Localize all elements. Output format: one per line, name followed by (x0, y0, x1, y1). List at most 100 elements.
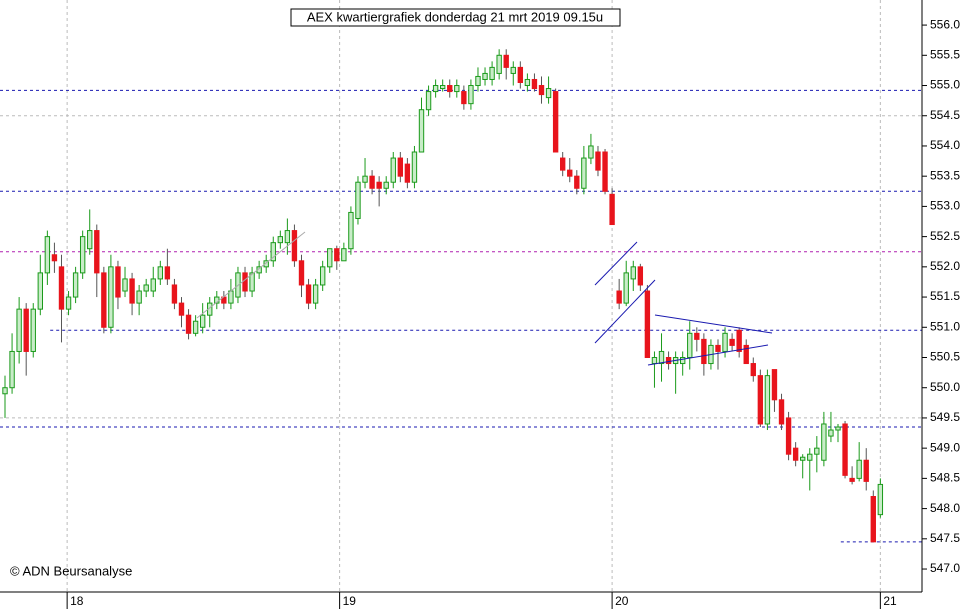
candle-body (171, 284, 178, 304)
candle-body (461, 91, 467, 105)
candle-body (284, 230, 291, 244)
candle-body (609, 193, 615, 226)
candle-body (510, 66, 516, 74)
credit: © ADN Beursanalyse (10, 563, 132, 578)
candle-body (23, 308, 29, 352)
trend-lines (196, 231, 773, 366)
candle-body (16, 308, 22, 352)
candle-body (327, 248, 333, 268)
y-tick-label: 551.5 (930, 289, 960, 303)
candle-body (545, 88, 552, 99)
y-tick-label: 554.0 (930, 138, 960, 152)
candle-body (574, 175, 580, 189)
candle-body (37, 272, 43, 310)
candle-body (115, 266, 121, 298)
candle-body (856, 459, 862, 479)
candle-body (199, 314, 206, 328)
candle-body (418, 109, 425, 153)
candle-body (651, 356, 658, 365)
candle-body (785, 417, 792, 455)
candle-body (383, 181, 389, 189)
candle-body (291, 230, 298, 262)
candle-body (496, 54, 502, 74)
candle-body (376, 181, 382, 189)
chart-title: AEX kwartiergrafiek donderdag 21 mrt 201… (307, 9, 603, 24)
candle-body (736, 329, 742, 352)
trend-line (594, 241, 638, 286)
candle-body (72, 272, 79, 298)
candle-body (743, 344, 749, 365)
candle-body (432, 85, 439, 93)
candle-body (800, 456, 806, 461)
y-tick-label: 555.5 (930, 47, 960, 61)
candle-body (65, 296, 72, 310)
y-tick-label: 555.0 (930, 78, 960, 92)
candle-body (588, 145, 594, 159)
candle-body (715, 344, 721, 352)
candle-body (298, 260, 305, 286)
candle-body (835, 426, 841, 431)
candle-body (157, 266, 164, 280)
candle-body (122, 278, 128, 292)
candle-body (192, 320, 199, 334)
candle-body (757, 375, 764, 425)
candle-body (397, 157, 404, 177)
candle-body (249, 272, 255, 292)
candle-body (319, 266, 326, 286)
candle-body (821, 423, 827, 461)
candle-body (517, 66, 524, 83)
candle-body (108, 266, 114, 328)
candle-body (185, 314, 192, 334)
candle-body (143, 284, 149, 292)
candle-body (877, 483, 884, 516)
candle-body (552, 91, 559, 153)
candle-body (524, 78, 531, 87)
candle-body (355, 181, 361, 219)
candle-body (814, 447, 820, 455)
candle-body (2, 387, 8, 395)
candle-body (312, 284, 319, 304)
y-tick-label: 550.0 (930, 380, 960, 394)
trend-line (196, 231, 306, 319)
candle-body (870, 496, 876, 543)
x-tick-label: 21 (883, 594, 897, 608)
candle-body (30, 308, 36, 352)
candle-body (637, 266, 644, 286)
candle-body (447, 85, 453, 93)
candle-body (602, 151, 608, 192)
candle-body (454, 85, 460, 93)
candle-body (178, 302, 185, 316)
candle-body (150, 278, 156, 292)
candle-body (136, 290, 142, 304)
candle-body (687, 332, 693, 358)
candle-body (623, 272, 629, 304)
y-tick-label: 552.5 (930, 229, 960, 243)
x-tick-label: 19 (343, 594, 357, 608)
candle-body (750, 363, 756, 377)
candle-body (369, 175, 375, 189)
candle-body (390, 157, 396, 183)
candle-body (531, 78, 538, 90)
y-tick-label: 548.0 (930, 501, 960, 515)
y-tick-label: 548.5 (930, 471, 960, 485)
candle-body (680, 356, 686, 365)
candle-body (482, 72, 488, 80)
candle-body (828, 429, 834, 437)
candle-body (778, 399, 785, 425)
y-tick-label: 553.0 (930, 199, 960, 213)
candle-body (489, 66, 495, 80)
candle-body (644, 290, 651, 358)
y-tick-label: 554.5 (930, 108, 960, 122)
candle-body (58, 266, 65, 310)
candle-body (9, 350, 15, 389)
y-tick-label: 549.5 (930, 410, 960, 424)
y-tick-label: 552.0 (930, 259, 960, 273)
candle-body (567, 169, 573, 177)
candle-body (722, 332, 728, 352)
y-tick-label: 550.5 (930, 350, 960, 364)
candle-body (164, 266, 171, 280)
candle-body (468, 85, 474, 105)
candle-body (842, 423, 848, 476)
candle-body (425, 91, 432, 111)
candle-body (277, 236, 284, 244)
